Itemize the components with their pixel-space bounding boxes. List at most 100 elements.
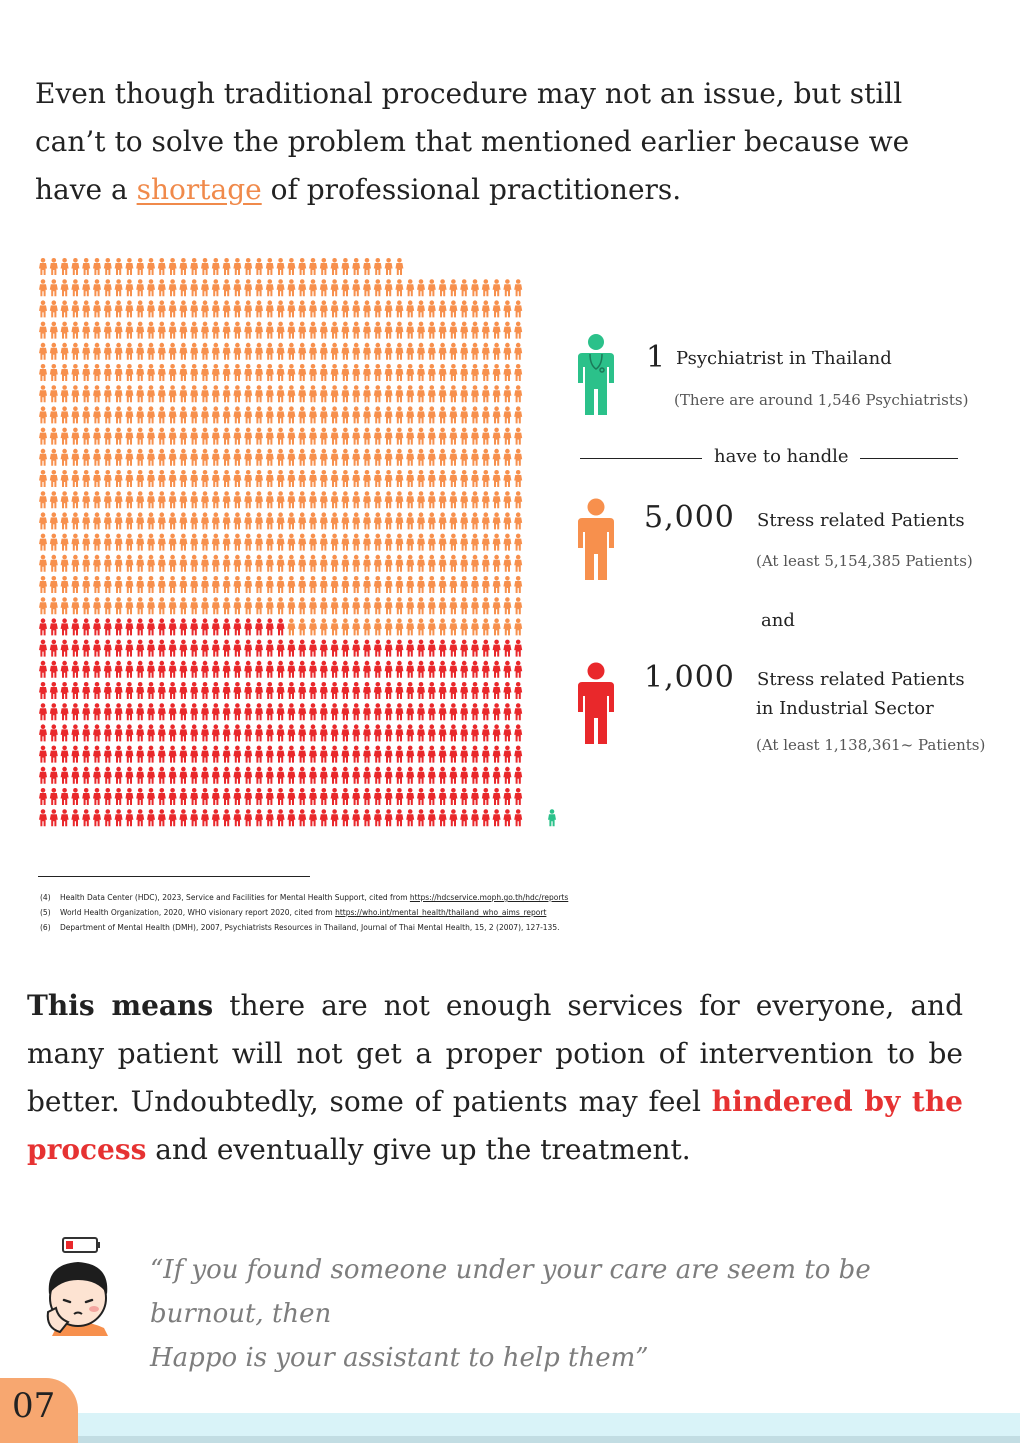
stress-person-icon <box>276 279 285 297</box>
stress-person-icon <box>125 491 134 509</box>
stress-person-icon <box>93 512 101 530</box>
stress-person-icon <box>244 554 253 572</box>
stress-person-icon <box>168 258 177 275</box>
stress-person-icon <box>103 385 112 403</box>
stress-person-icon <box>471 491 479 509</box>
stress-person-icon <box>503 427 512 445</box>
stress-person-icon <box>255 533 263 551</box>
stress-person-icon <box>363 618 371 636</box>
industrial-person-icon <box>49 745 58 763</box>
stress-person-icon <box>265 321 274 339</box>
tired-character-avatar <box>46 1237 108 1336</box>
industrial-person-icon <box>255 639 263 657</box>
stress-person-icon <box>49 342 58 360</box>
stress-person-icon <box>49 448 58 466</box>
stress-person-icon <box>49 279 58 297</box>
industrial-person-icon <box>244 639 253 657</box>
stress-person-icon <box>298 597 307 615</box>
industrial-person-icon <box>39 639 47 657</box>
stress-person-icon <box>276 385 285 403</box>
stress-person-icon <box>60 470 69 487</box>
industrial-person-icon <box>82 639 91 657</box>
stress-person-icon <box>330 385 339 403</box>
stress-person-icon <box>395 512 404 530</box>
stress-person-icon <box>201 406 209 424</box>
stress-person-icon <box>222 512 231 530</box>
stress-person-icon <box>136 385 145 403</box>
stress-person-icon <box>49 385 58 403</box>
industrial-person-icon <box>341 660 350 678</box>
industrial-person-icon <box>244 745 253 763</box>
stress-person-icon <box>190 406 199 424</box>
stress-person-icon <box>190 300 199 318</box>
stress-person-icon <box>481 279 490 297</box>
industrial-person-icon <box>417 766 425 784</box>
stress-person-icon <box>417 576 425 593</box>
industrial-person-icon <box>71 703 80 721</box>
stress-person-icon <box>201 448 209 466</box>
stress-person-icon <box>341 321 350 339</box>
stress-person-icon <box>60 321 69 339</box>
industrial-person-icon <box>233 809 242 827</box>
stress-person-icon <box>384 512 393 530</box>
stress-person-icon <box>179 470 188 487</box>
stress-person-icon <box>168 342 177 360</box>
stress-person-icon <box>93 406 101 424</box>
stress-person-icon <box>93 300 101 318</box>
stress-person-icon <box>103 321 112 339</box>
stress-person-icon <box>298 279 307 297</box>
reference-5-link[interactable]: https://who.int/mental_health/thailand_w… <box>335 908 547 917</box>
stress-person-icon <box>427 512 436 530</box>
industrial-person-icon <box>60 809 69 827</box>
stress-person-icon <box>298 364 307 381</box>
industrial-count: 1,000 <box>644 660 735 695</box>
stress-person-icon <box>438 576 447 593</box>
industrial-person-icon <box>125 745 134 763</box>
industrial-person-icon <box>287 724 296 742</box>
stress-person-icon <box>352 576 361 593</box>
industrial-person-icon <box>287 660 296 678</box>
stress-person-icon <box>71 554 80 572</box>
stress-person-icon <box>93 364 101 381</box>
shortage-link[interactable]: shortage <box>136 173 262 206</box>
industrial-person-icon <box>309 660 317 678</box>
industrial-person-icon <box>179 660 188 678</box>
and-text: and <box>761 610 795 631</box>
stress-person-icon <box>309 491 317 509</box>
industrial-person-icon <box>298 660 307 678</box>
stress-person-icon <box>168 576 177 593</box>
stress-person-icon <box>319 406 328 424</box>
industrial-person-icon <box>319 703 328 721</box>
stress-person-icon <box>481 618 490 636</box>
stress-person-icon <box>147 427 155 445</box>
industrial-person-icon <box>341 639 350 657</box>
stress-person-icon <box>49 491 58 509</box>
industrial-person-icon <box>49 682 58 699</box>
stress-person-icon <box>287 470 296 487</box>
stress-person-icon <box>157 448 166 466</box>
stress-person-icon <box>114 406 123 424</box>
stress-person-icon <box>211 512 220 530</box>
stress-person-icon <box>211 576 220 593</box>
industrial-person-icon <box>406 703 415 721</box>
reference-4-link[interactable]: https://hdcservice.moph.go.th/hdc/report… <box>409 893 569 902</box>
stress-person-icon <box>93 427 101 445</box>
industrial-person-icon <box>114 703 123 721</box>
stress-person-icon <box>190 512 199 530</box>
stress-person-icon <box>244 491 253 509</box>
stress-person-icon <box>265 597 274 615</box>
stress-person-icon <box>265 448 274 466</box>
stress-person-icon <box>114 258 123 275</box>
stress-person-icon <box>298 448 307 466</box>
stress-person-icon <box>417 533 425 551</box>
stress-person-icon <box>373 597 382 615</box>
industrial-person-icon <box>503 682 512 699</box>
stress-person-icon <box>168 321 177 339</box>
industrial-person-icon <box>136 618 145 636</box>
industrial-person-icon <box>427 809 436 827</box>
stress-person-icon <box>168 300 177 318</box>
stress-person-icon <box>287 406 296 424</box>
industrial-person-icon <box>82 682 91 699</box>
stress-person-icon <box>471 533 479 551</box>
industrial-person-icon <box>82 766 91 784</box>
